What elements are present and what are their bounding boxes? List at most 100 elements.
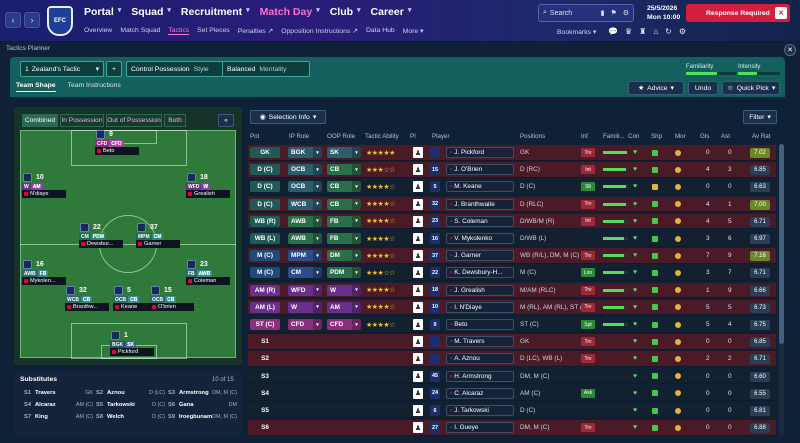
pitch-tab-in-possession[interactable]: In Possession <box>60 114 104 127</box>
player-select[interactable]: ▪ J. Garner <box>446 250 514 262</box>
shirt-icon[interactable]: ♜ <box>639 27 647 36</box>
player-select[interactable]: ▪ Beto <box>446 319 514 330</box>
club-crest[interactable]: EFC <box>47 6 73 36</box>
ip-role-select[interactable]: OCB ▾ <box>288 181 322 193</box>
ip-role-select[interactable]: WFD ▾ <box>288 284 322 296</box>
player-instructions-icon[interactable]: ♟ <box>413 215 423 227</box>
style-select[interactable]: Control Possession Style <box>126 61 228 77</box>
position-slot[interactable]: WB (L) <box>250 233 280 244</box>
subnav-item[interactable]: Set Pieces <box>197 27 230 34</box>
table-row[interactable]: S6 ♟ 27 ▪ I. Gueye DM, M (C) Trv ♥ 0 0 6.88 <box>248 420 776 436</box>
player-instructions-icon[interactable]: ♟ <box>413 319 423 330</box>
player-instructions-icon[interactable]: ♟ <box>413 233 423 244</box>
pitch-player-card[interactable]: 9 CFD CFD Beto <box>95 130 139 155</box>
column-header[interactable]: Shp <box>651 133 663 140</box>
ip-role-select[interactable]: CM ▾ <box>288 267 322 279</box>
player-select[interactable]: ▪ J. O'Brien <box>446 164 514 176</box>
oop-role-select[interactable]: AM ▾ <box>327 301 361 313</box>
subnav-item[interactable]: Match Squad <box>120 27 161 34</box>
position-slot[interactable]: M (C) <box>250 267 280 279</box>
lock-icon[interactable]: ⌂ <box>653 27 659 36</box>
subnav-item[interactable]: More ▾ <box>402 28 424 35</box>
oop-role-select[interactable]: CB ▾ <box>327 164 361 176</box>
nav-recruitment[interactable]: Recruitment <box>180 6 243 18</box>
position-slot[interactable]: D (C) <box>250 181 280 193</box>
player-select[interactable]: ▪ J. Tarkowski <box>446 405 514 416</box>
position-slot[interactable]: AM (L) <box>250 301 280 313</box>
player-select[interactable]: ▪ I. N'Diaye <box>446 301 514 313</box>
table-row[interactable]: AM (R) WFD ▾ W ▾ ★★★★☆ ♟ 18 ▪ J. Grealish M/AM (RL… <box>248 282 776 299</box>
pitch-player-card[interactable]: 37 MPM CM Garner <box>136 223 180 248</box>
oop-role-select[interactable]: FB ▾ <box>327 233 361 244</box>
pitch-tab-combined[interactable]: Combined <box>22 114 58 127</box>
player-select[interactable]: ▪ M. Keane <box>446 181 514 193</box>
table-row[interactable]: S2 ♟ ▪ A. Aznou D (LC), WB (L) Trv ♥ 2 2 6.71 <box>248 351 776 367</box>
player-instructions-icon[interactable]: ♟ <box>413 267 423 279</box>
back-button[interactable]: ‹ <box>5 12 21 28</box>
oop-role-select[interactable]: FB ▾ <box>327 215 361 227</box>
pitch-tab-both[interactable]: Both <box>164 114 186 127</box>
chevron-down-icon[interactable]: ▾ <box>167 7 171 14</box>
player-select[interactable]: ▪ I. Gueye <box>446 422 514 434</box>
table-row[interactable]: S5 ♟ 6 ▪ J. Tarkowski D (C) ♥ 0 0 6.81 <box>248 403 776 419</box>
gear-icon[interactable]: ⚙ <box>622 10 629 17</box>
refresh-icon[interactable]: ↻ <box>665 27 672 36</box>
column-header[interactable]: Pot <box>250 133 260 140</box>
undo-button[interactable]: Undo <box>688 81 718 95</box>
substitute-item[interactable]: S3 Armstrong DM, M (C) <box>168 388 237 398</box>
trophy-icon[interactable]: ♛ <box>624 27 633 36</box>
bookmark-icon[interactable]: ▮ <box>600 10 605 17</box>
column-header[interactable]: Player <box>432 133 450 140</box>
table-row[interactable]: D (C) OCB ▾ CB ▾ ★★★★☆ ♟ 5 ▪ M. Keane D (C) Slt ♥ 0 0 6… <box>248 179 776 195</box>
column-header[interactable]: PI <box>410 133 416 140</box>
position-slot[interactable]: S3 <box>261 372 269 380</box>
player-select[interactable]: ▪ H. Armstrong <box>446 370 514 382</box>
table-row[interactable]: D (C) OCB ▾ CB ▾ ★★★☆☆ ♟ 15 ▪ J. O'Brien D (RC) Int… <box>248 162 776 178</box>
table-row[interactable]: WB (L) AWB ▾ FB ▾ ★★★★☆ ♟ 16 ▪ V. Mykolenko D/WB (… <box>248 231 776 247</box>
column-header[interactable]: Positions <box>520 133 546 140</box>
quick-pick-button[interactable]: ☺ Quick Pick ▾ <box>722 81 780 95</box>
ip-role-select[interactable]: CFD ▾ <box>288 319 322 330</box>
position-slot[interactable]: S4 <box>261 389 269 397</box>
ip-role-select[interactable]: W ▾ <box>288 301 322 313</box>
substitute-item[interactable]: S6 Gana DM <box>168 400 237 410</box>
position-slot[interactable]: ST (C) <box>250 319 280 330</box>
substitute-item[interactable]: S1 Travers GK <box>24 388 93 398</box>
oop-role-select[interactable]: SK ▾ <box>327 147 361 158</box>
position-slot[interactable]: WB (R) <box>250 215 280 227</box>
player-instructions-icon[interactable]: ♟ <box>413 164 423 176</box>
position-slot[interactable]: M (C) <box>250 250 280 262</box>
player-instructions-icon[interactable]: ♟ <box>413 198 423 210</box>
substitute-item[interactable]: S9 Iroegbunam DM, M (C) <box>168 412 237 422</box>
chevron-down-icon[interactable]: ▾ <box>246 7 250 14</box>
subnav-item[interactable]: Opposition Instructions ↗ <box>281 28 358 35</box>
chevron-down-icon[interactable]: ▾ <box>407 7 412 14</box>
substitute-item[interactable]: S7 King AM (C) <box>24 412 93 422</box>
player-select[interactable]: ▪ C. Alcaraz <box>446 387 514 399</box>
position-slot[interactable]: S5 <box>261 407 269 414</box>
player-select[interactable]: ▪ M. Travers <box>446 336 514 348</box>
player-select[interactable]: ▪ V. Mykolenko <box>446 233 514 244</box>
position-slot[interactable]: S6 <box>261 424 269 432</box>
selection-info-button[interactable]: ◉ Selection Info ▾ <box>250 110 326 124</box>
table-row[interactable]: S3 ♟ 45 ▪ H. Armstrong DM, M (C) ♥ 0 0 6.60 <box>248 368 776 385</box>
player-select[interactable]: ▪ K. Dewsbury-H... <box>446 267 514 279</box>
column-header[interactable]: Mor <box>675 133 686 140</box>
ip-role-select[interactable]: WCB ▾ <box>288 198 322 210</box>
pitch-player-card[interactable]: 16 AWB FB Mykolen... <box>22 260 66 285</box>
table-row[interactable]: AM (L) W ▾ AM ▾ ★★★★☆ ♟ 10 ▪ I. N'Diaye M (RL), AM… <box>248 299 776 316</box>
nav-match-day[interactable]: Match Day <box>259 6 313 18</box>
pitch[interactable] <box>20 130 236 359</box>
subnav-item[interactable]: Penalties ↗ <box>237 28 274 35</box>
column-header[interactable]: Ast <box>721 133 730 140</box>
close-planner-button[interactable]: ✕ <box>784 44 796 56</box>
pitch-player-card[interactable]: 23 FB AWB Coleman <box>186 260 230 285</box>
collapse-button[interactable]: « <box>218 114 234 127</box>
player-instructions-icon[interactable]: ♟ <box>413 405 423 416</box>
oop-role-select[interactable]: DM ▾ <box>327 250 361 262</box>
subnav-item[interactable]: Overview <box>84 27 113 34</box>
player-instructions-icon[interactable]: ♟ <box>413 370 423 382</box>
table-row[interactable]: M (C) MPM ▾ DM ▾ ★★★★☆ ♟ 37 ▪ J. Garner WB (R/L), … <box>248 248 776 264</box>
position-slot[interactable]: GK <box>250 147 280 158</box>
column-header[interactable]: Tactic Ability <box>365 133 399 140</box>
